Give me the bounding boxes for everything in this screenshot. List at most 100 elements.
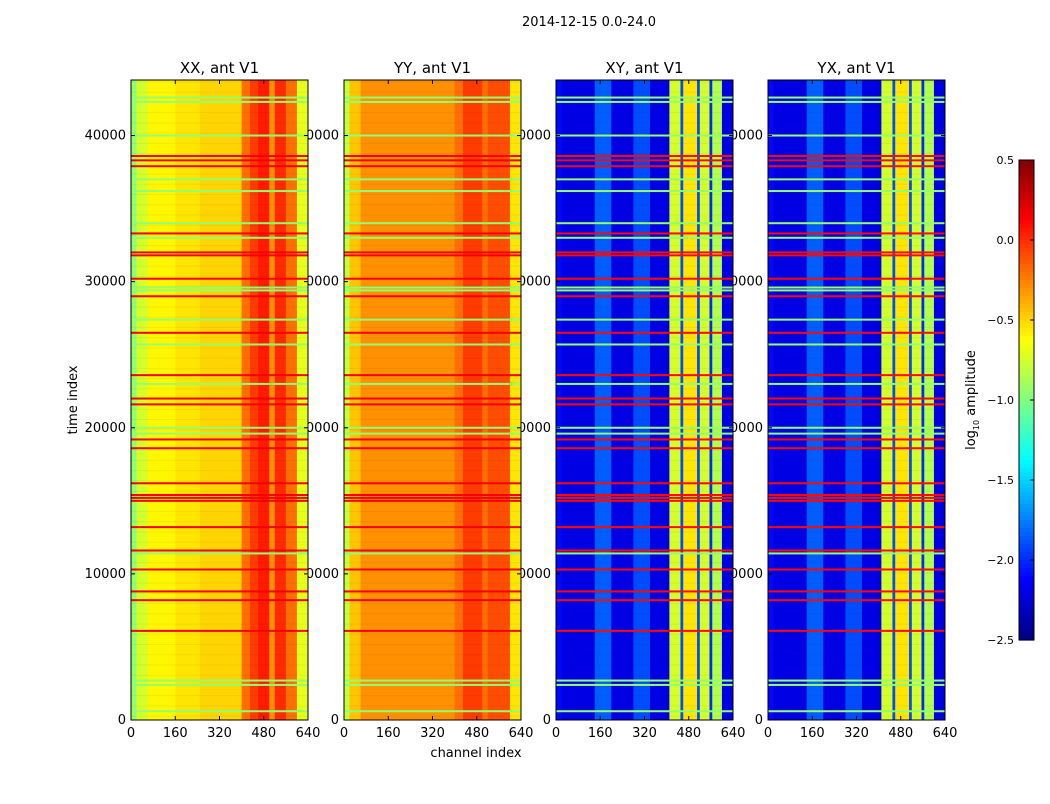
heatmap-texture-row (768, 459, 945, 461)
heatmap-flag-row-high (556, 254, 733, 257)
heatmap-column-band (269, 80, 276, 720)
heatmap-texture-row (556, 163, 733, 165)
heatmap-flag-row-high (131, 159, 308, 162)
colorbar-segment (1019, 620, 1034, 625)
colorbar-segment (1019, 488, 1034, 493)
x-tick-label: 640 (509, 726, 534, 741)
heatmap-column-band (482, 80, 489, 720)
heatmap-texture-row (556, 459, 733, 461)
heatmap-flag-row-low (768, 683, 945, 686)
heatmap-flag-row-high (344, 499, 521, 502)
heatmap-texture-row (131, 695, 308, 697)
colorbar-segment (1019, 416, 1034, 421)
heatmap-texture-row (344, 122, 521, 124)
heatmap-texture-row (344, 408, 521, 410)
heatmap-flag-row-high (131, 165, 308, 168)
heatmap-texture-row (556, 613, 733, 615)
heatmap-texture-row (344, 582, 521, 584)
heatmap-texture-row (768, 306, 945, 308)
heatmap-flag-row-high (131, 331, 308, 334)
heatmap-flag-row-low (344, 222, 521, 225)
heatmap-flag-row-high (131, 482, 308, 485)
colorbar-segment (1019, 508, 1034, 513)
heatmap-texture-row (131, 173, 308, 175)
heatmap-texture-row (344, 214, 521, 216)
heatmap-flag-row-high (131, 590, 308, 593)
heatmap-texture-row (556, 623, 733, 625)
colorbar-segment (1019, 556, 1034, 561)
heatmap-texture-row (768, 582, 945, 584)
colorbar-segment (1019, 344, 1034, 349)
heatmap-flag-row-high (344, 447, 521, 450)
y-tick-label: 0 (543, 713, 551, 728)
colorbar: 0.5 0.0 −0.5 −1.0 −1.5 −2.0 −2.5 (987, 154, 1035, 647)
colorbar-segment (1019, 412, 1034, 417)
heatmap-flag-row-low (131, 318, 308, 321)
heatmap-flag-row-high (768, 438, 945, 441)
colorbar-segment (1019, 296, 1034, 301)
colorbar-segment (1019, 504, 1034, 509)
heatmap-texture-row (344, 429, 521, 431)
colorbar-segment (1019, 368, 1034, 373)
heatmap-flag-row-low (344, 552, 521, 555)
colorbar-segment (1019, 512, 1034, 517)
heatmap-texture-row (131, 367, 308, 369)
y-tick-label: 0 (331, 713, 339, 728)
heatmap-texture-row (131, 705, 308, 707)
heatmap-texture-row (344, 357, 521, 359)
colorbar-segment (1019, 404, 1034, 409)
heatmap-column-band (509, 80, 522, 720)
x-tick-label: 0 (127, 726, 135, 741)
heatmap-flag-row-low (768, 178, 945, 181)
heatmap-flag-row-high (768, 374, 945, 377)
heatmap-flag-row-high (344, 493, 521, 496)
heatmap-flag-row-high (768, 154, 945, 157)
heatmap-flag-row-low (131, 710, 308, 713)
heatmap-column-band (892, 80, 896, 720)
panels: 0100002000030000400000100002000030000400… (85, 59, 958, 741)
colorbar-segment (1019, 460, 1034, 465)
heatmap-texture-row (344, 193, 521, 195)
heatmap-flag-row-low (768, 222, 945, 225)
heatmap-texture-row (768, 388, 945, 390)
heatmap-column-band (487, 80, 511, 720)
heatmap-flag-row-low (344, 236, 521, 239)
colorbar-segment (1019, 456, 1034, 461)
heatmap-texture-row (131, 132, 308, 134)
x-tick-label: 0 (340, 726, 348, 741)
heatmap-texture-row (556, 245, 733, 247)
heatmap-texture-row (556, 193, 733, 195)
heatmap-texture-row (768, 695, 945, 697)
heatmap-texture-row (131, 357, 308, 359)
heatmap-flag-row-high (344, 154, 521, 157)
heatmap-flag-row-low (131, 289, 308, 292)
heatmap-texture-row (768, 142, 945, 144)
heatmap-texture-row (768, 163, 945, 165)
heatmap-texture-row (131, 459, 308, 461)
heatmap-texture-row (768, 613, 945, 615)
heatmap-flag-row-high (768, 331, 945, 334)
heatmap-flag-row-low (768, 289, 945, 292)
heatmap-texture-row (768, 644, 945, 646)
colorbar-segment (1019, 168, 1034, 173)
heatmap-texture-row (131, 183, 308, 185)
heatmap-texture-row (556, 603, 733, 605)
heatmap-texture-row (131, 562, 308, 564)
heatmap-texture-row (344, 572, 521, 574)
heatmap-flag-row-high (344, 295, 521, 298)
heatmap-flag-row-low (768, 236, 945, 239)
heatmap-flag-row-high (768, 549, 945, 552)
x-tick-label: 640 (721, 726, 746, 741)
colorbar-segment (1019, 384, 1034, 389)
heatmap-flag-row-high (131, 629, 308, 632)
heatmap-texture-row (768, 214, 945, 216)
heatmap-flag-row-high (768, 397, 945, 400)
colorbar-segment (1019, 632, 1034, 637)
heatmap-texture-row (768, 347, 945, 349)
colorbar-segment (1019, 260, 1034, 265)
heatmap-flag-row-high (556, 159, 733, 162)
y-tick-label: 10000 (85, 567, 126, 582)
heatmap-flag-row-high (556, 397, 733, 400)
colorbar-segment (1019, 492, 1034, 497)
colorbar-segment (1019, 584, 1034, 589)
